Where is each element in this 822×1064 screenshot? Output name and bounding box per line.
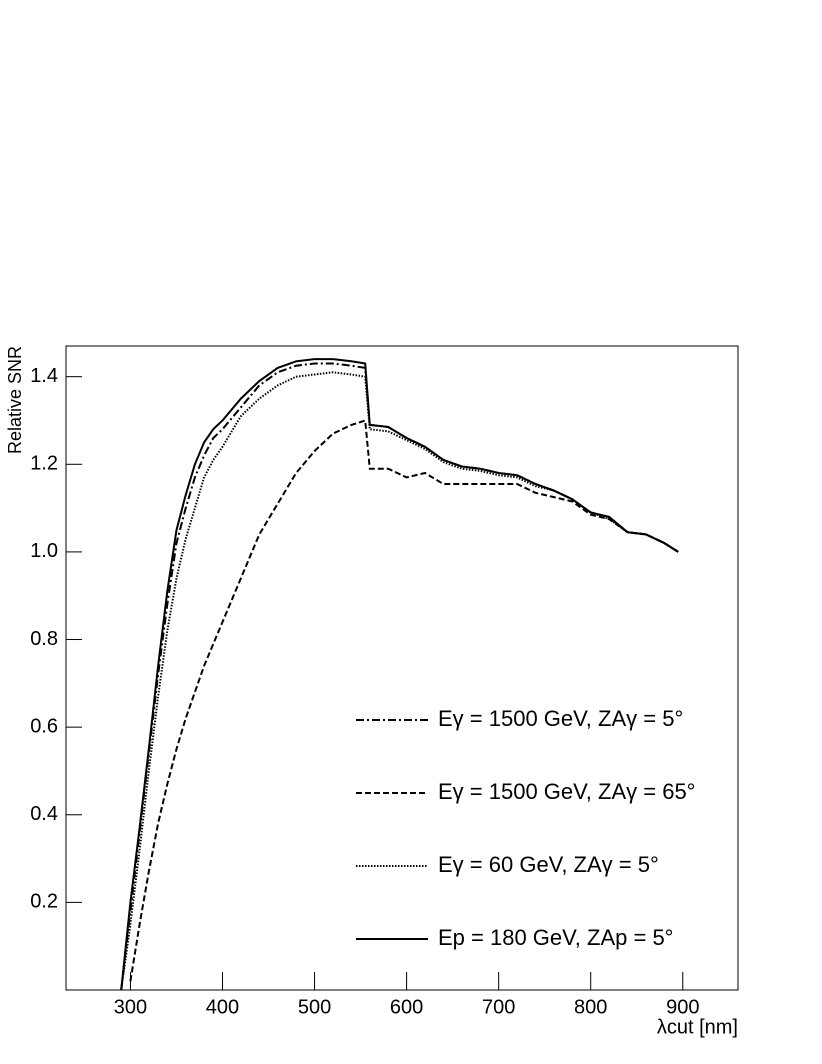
y-tick-label: 0.2 xyxy=(30,891,58,913)
legend-label: Ep = 180 GeV, ZAp = 5° xyxy=(438,925,673,950)
series-line xyxy=(120,362,679,991)
y-tick-label: 0.6 xyxy=(30,715,58,737)
series-line xyxy=(129,419,679,982)
x-tick-label: 800 xyxy=(574,996,607,1018)
x-tick-label: 900 xyxy=(666,996,699,1018)
x-tick-label: 300 xyxy=(114,996,147,1018)
legend-label: Eγ = 1500 GeV, ZAγ = 65° xyxy=(438,779,695,804)
y-tick-label: 0.8 xyxy=(30,628,58,650)
x-tick-label: 600 xyxy=(390,996,423,1018)
legend-label: Eγ = 1500 GeV, ZAγ = 5° xyxy=(438,706,683,731)
y-tick-label: 1.2 xyxy=(30,453,58,475)
y-tick-label: 0.4 xyxy=(30,803,58,825)
x-tick-label: 400 xyxy=(206,996,239,1018)
y-tick-label: 1.0 xyxy=(30,540,58,562)
y-axis-label: Relative SNR xyxy=(5,346,25,454)
plot-frame xyxy=(65,345,739,991)
x-axis-label: λcut [nm] xyxy=(657,1016,738,1038)
legend-label: Eγ = 60 GeV, ZAγ = 5° xyxy=(438,852,659,877)
series-line xyxy=(120,358,679,991)
x-tick-label: 500 xyxy=(298,996,331,1018)
series-line xyxy=(120,371,679,991)
y-tick-label: 1.4 xyxy=(30,365,58,387)
x-tick-label: 700 xyxy=(482,996,515,1018)
